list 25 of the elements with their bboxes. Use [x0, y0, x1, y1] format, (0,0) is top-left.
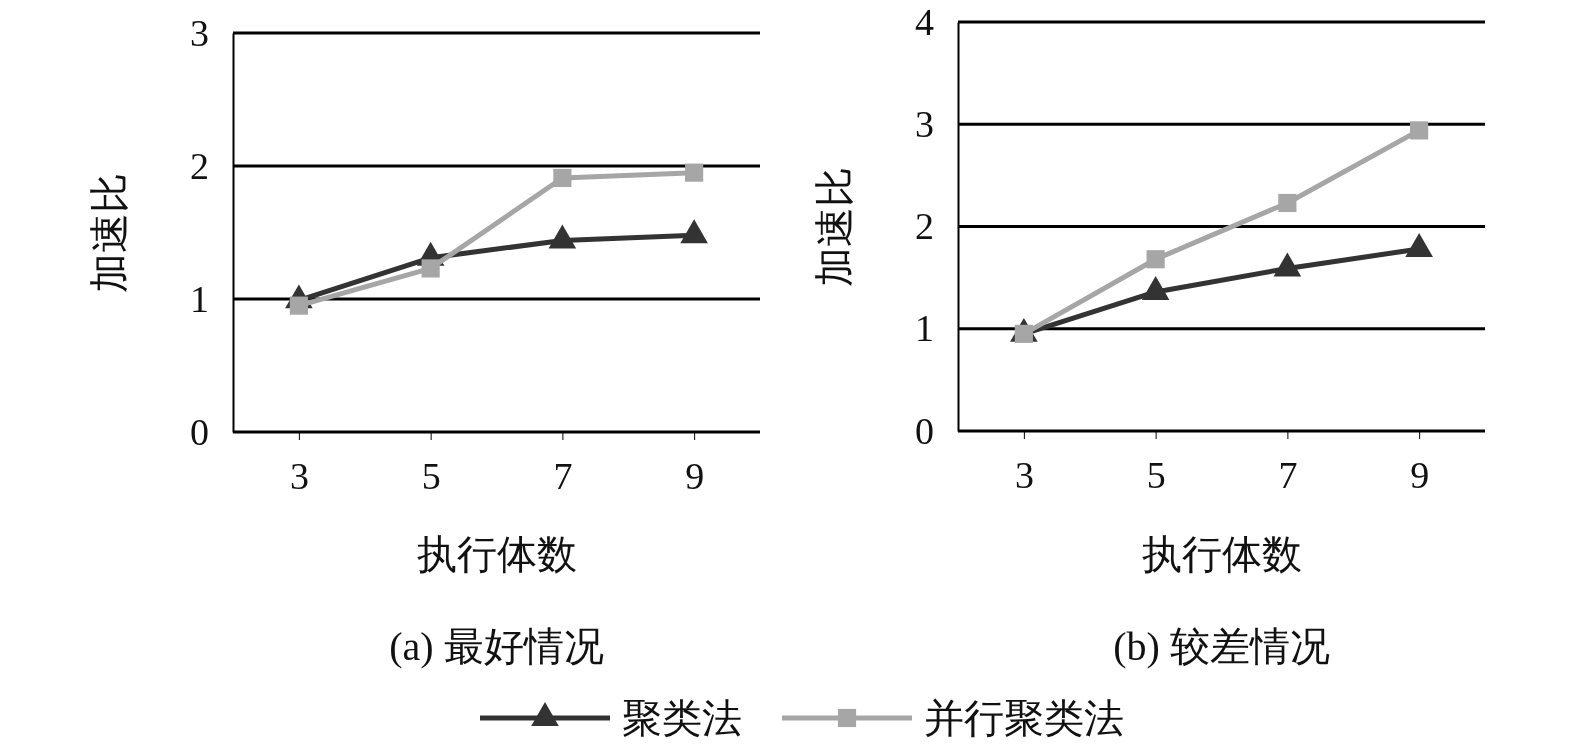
text: (b) 较差情况	[1113, 624, 1330, 669]
y-tick-label: 1	[915, 307, 934, 350]
y-tick-label: 2	[915, 205, 934, 248]
x-tick-label: 7	[553, 454, 573, 497]
y-tick-label: 1	[190, 277, 209, 320]
y-tick-label: 3	[915, 102, 934, 145]
y-tick-label: 0	[190, 410, 209, 453]
x-tick-label: 5	[1146, 453, 1166, 496]
x-tick-label: 3	[289, 454, 309, 497]
x-tick-label: 3	[1014, 453, 1034, 496]
x-axis-title: 执行体数	[1141, 532, 1302, 577]
x-axis-title: 执行体数	[416, 532, 577, 577]
y-axis-title: 加速比	[87, 172, 132, 293]
x-tick-label: 7	[1278, 453, 1298, 496]
x-tick-label: 5	[421, 454, 441, 497]
x-tick-label: 9	[685, 454, 705, 497]
x-tick-label: 9	[1410, 453, 1430, 496]
y-tick-label: 4	[915, 0, 934, 43]
y-tick-label: 0	[915, 409, 934, 452]
y-axis-title: 加速比	[812, 166, 857, 287]
legend-label: 聚类法	[622, 696, 742, 741]
y-tick-label: 3	[190, 11, 209, 54]
y-tick-label: 2	[190, 144, 209, 187]
text: (a) 最好情况	[389, 624, 604, 669]
legend-label: 并行聚类法	[924, 696, 1124, 741]
